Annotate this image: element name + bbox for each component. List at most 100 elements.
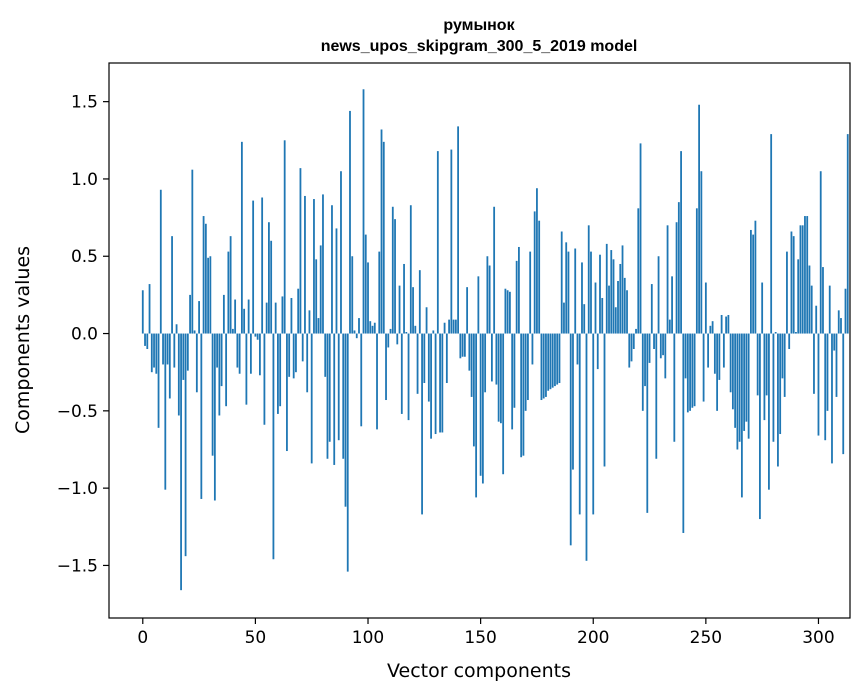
bar [590,251,592,334]
bar [254,333,257,337]
bar [536,188,538,334]
bar [204,223,207,334]
bar [549,333,552,390]
bar [340,171,342,334]
bar [344,333,347,507]
bar [772,333,775,442]
bar [166,333,169,365]
bar [414,325,417,334]
x-tick-label: 100 [352,628,384,648]
bar [432,330,435,334]
bar [522,333,525,456]
bar [641,333,644,411]
bar [628,333,631,368]
bar [409,205,412,334]
bar [797,259,800,334]
bar [227,251,230,334]
bar [614,307,617,334]
bar [202,216,205,334]
bar [288,333,291,377]
bar [259,333,261,376]
y-axis-label: Components values [12,246,34,434]
bar [795,332,797,334]
bar [754,220,757,334]
bar [322,194,324,334]
bar [457,126,459,334]
bar [245,333,248,405]
bar [454,319,457,334]
bar [207,257,209,334]
bar [788,333,791,349]
bar [524,333,527,411]
bar [475,333,478,498]
bar [527,333,529,401]
bar [729,333,732,393]
x-tick-label: 0 [137,628,148,648]
bar [828,285,831,334]
bar [378,251,381,334]
bar [349,110,351,334]
bar [360,333,363,427]
bar [711,321,714,334]
bar [301,333,304,362]
bar [240,141,243,334]
bar [249,333,252,374]
bar [704,282,707,334]
bar [511,333,514,430]
bar [209,256,212,334]
bar [331,205,333,334]
bar [806,216,809,334]
bar [252,200,255,334]
bar [216,333,219,368]
bar [563,302,565,334]
bar [587,225,590,334]
bar [211,333,214,456]
bar [565,242,568,334]
bar [513,333,516,408]
bar [581,262,583,334]
bar [781,333,784,379]
bar [520,333,523,458]
bar [831,333,833,464]
bar [313,199,315,334]
bar [405,332,408,334]
bar [707,333,710,368]
bar [315,259,318,334]
bar [477,276,480,334]
bar [822,267,824,334]
bar [623,277,626,334]
bar [157,333,160,428]
bar [533,211,536,334]
bar [770,134,773,334]
bar [689,333,691,411]
bar [425,307,428,334]
bar [371,325,374,334]
bar [682,333,685,533]
bar [261,197,264,334]
bar [391,206,394,334]
y-tick-label: 0.5 [71,247,98,267]
bar [423,333,426,384]
bar [515,260,518,334]
bar [175,324,178,334]
bar [146,333,149,349]
bar [779,333,782,435]
bar [777,333,779,467]
bar [504,288,507,334]
bar [490,333,493,382]
bar [592,333,595,515]
bar [369,321,372,334]
bar [272,333,275,560]
bar [659,333,662,359]
bar [191,169,194,334]
bar [418,270,421,334]
bar [364,234,367,334]
bar [731,333,734,410]
bar [554,333,556,387]
bar [653,333,655,349]
bar [846,134,849,334]
bar [468,333,471,371]
bar [574,248,577,334]
bar [342,333,345,459]
bar [164,333,167,490]
